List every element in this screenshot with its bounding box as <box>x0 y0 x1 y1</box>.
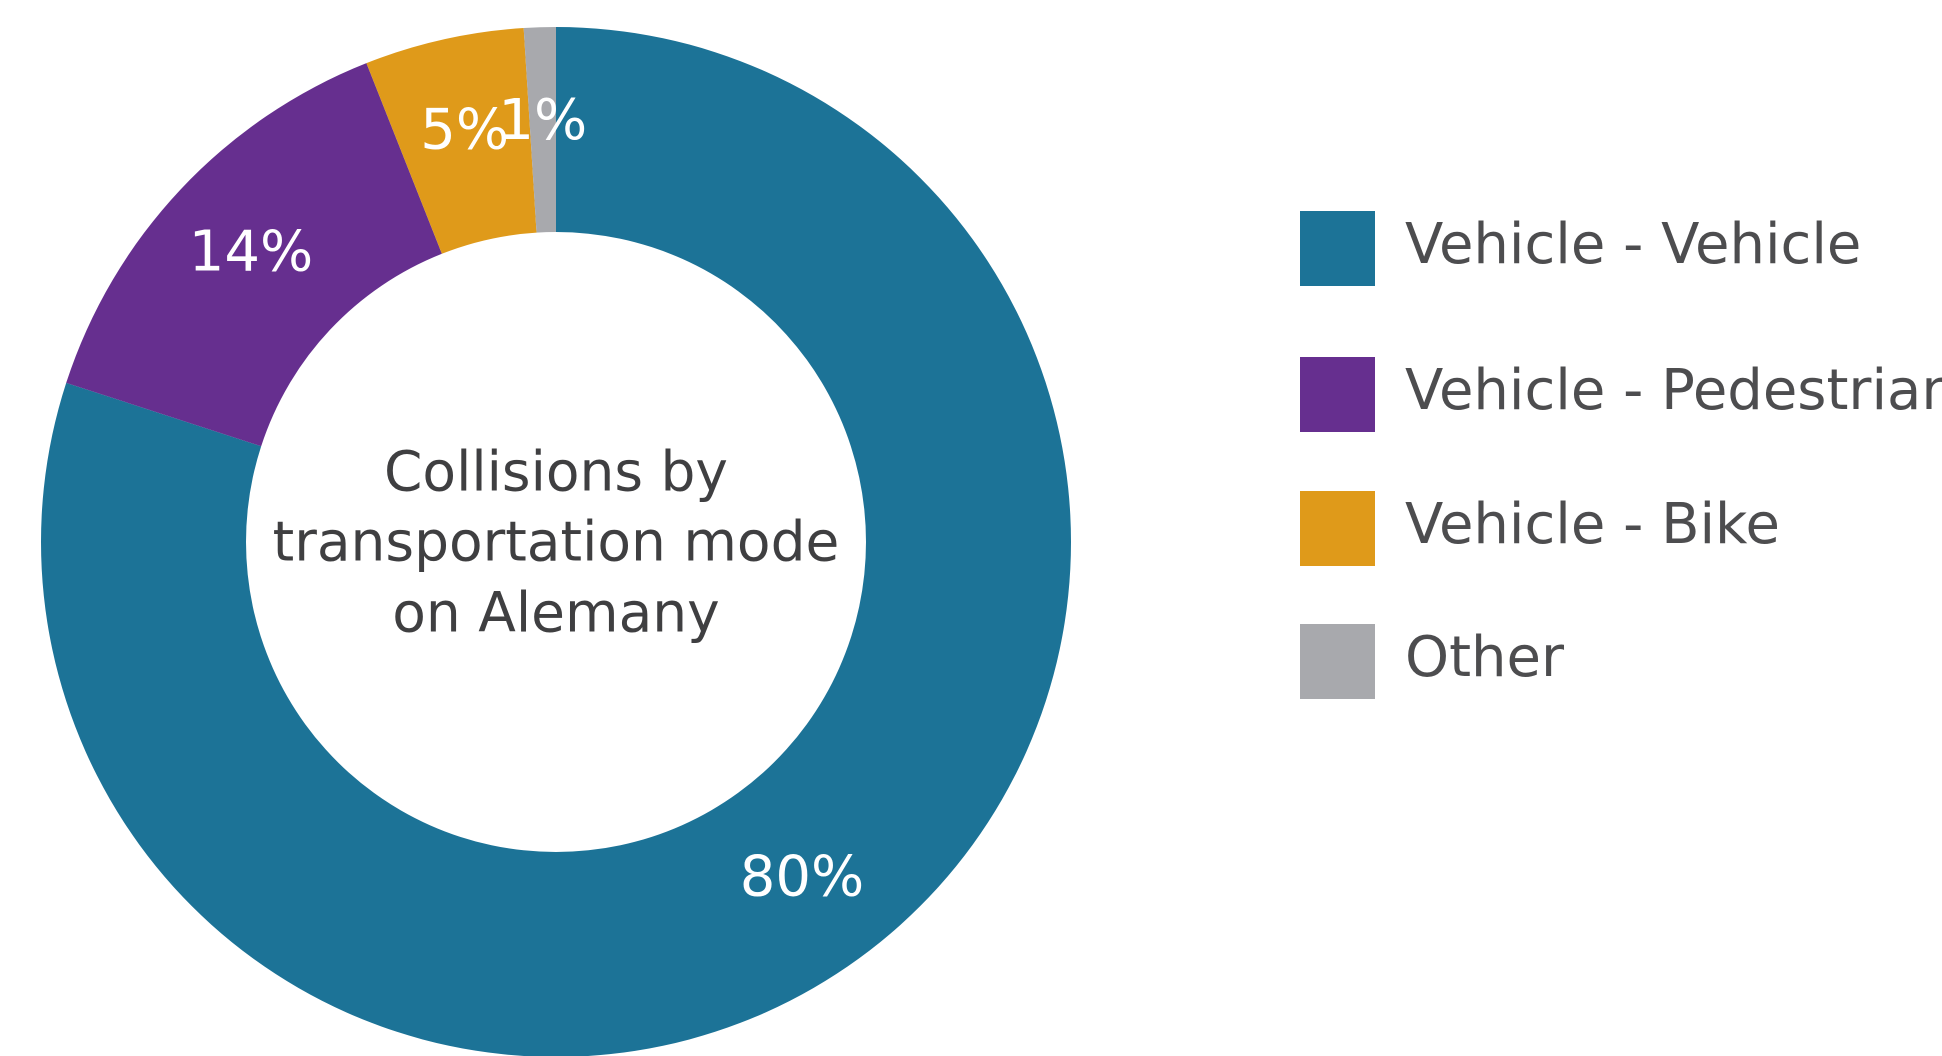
data-label: 80% <box>740 845 864 910</box>
legend-text: Vehicle - Bike <box>1405 492 1780 557</box>
slice <box>523 27 556 233</box>
chart-title: Collisions by transportation mode on Ale… <box>272 439 840 645</box>
legend-text: Vehicle - Pedestrian <box>1405 358 1942 423</box>
legend-swatch <box>1300 491 1375 566</box>
slice <box>366 28 537 254</box>
legend-text: Other <box>1405 625 1565 690</box>
legend-swatch <box>1300 624 1375 699</box>
slice <box>66 63 442 447</box>
data-label: 5% <box>420 98 509 163</box>
data-label: 1% <box>498 88 587 153</box>
legend-swatch <box>1300 211 1375 286</box>
legend-swatch <box>1300 357 1375 432</box>
legend-text: Vehicle - Vehicle <box>1405 212 1861 277</box>
slice <box>41 27 1071 1056</box>
data-label: 14% <box>189 220 313 285</box>
